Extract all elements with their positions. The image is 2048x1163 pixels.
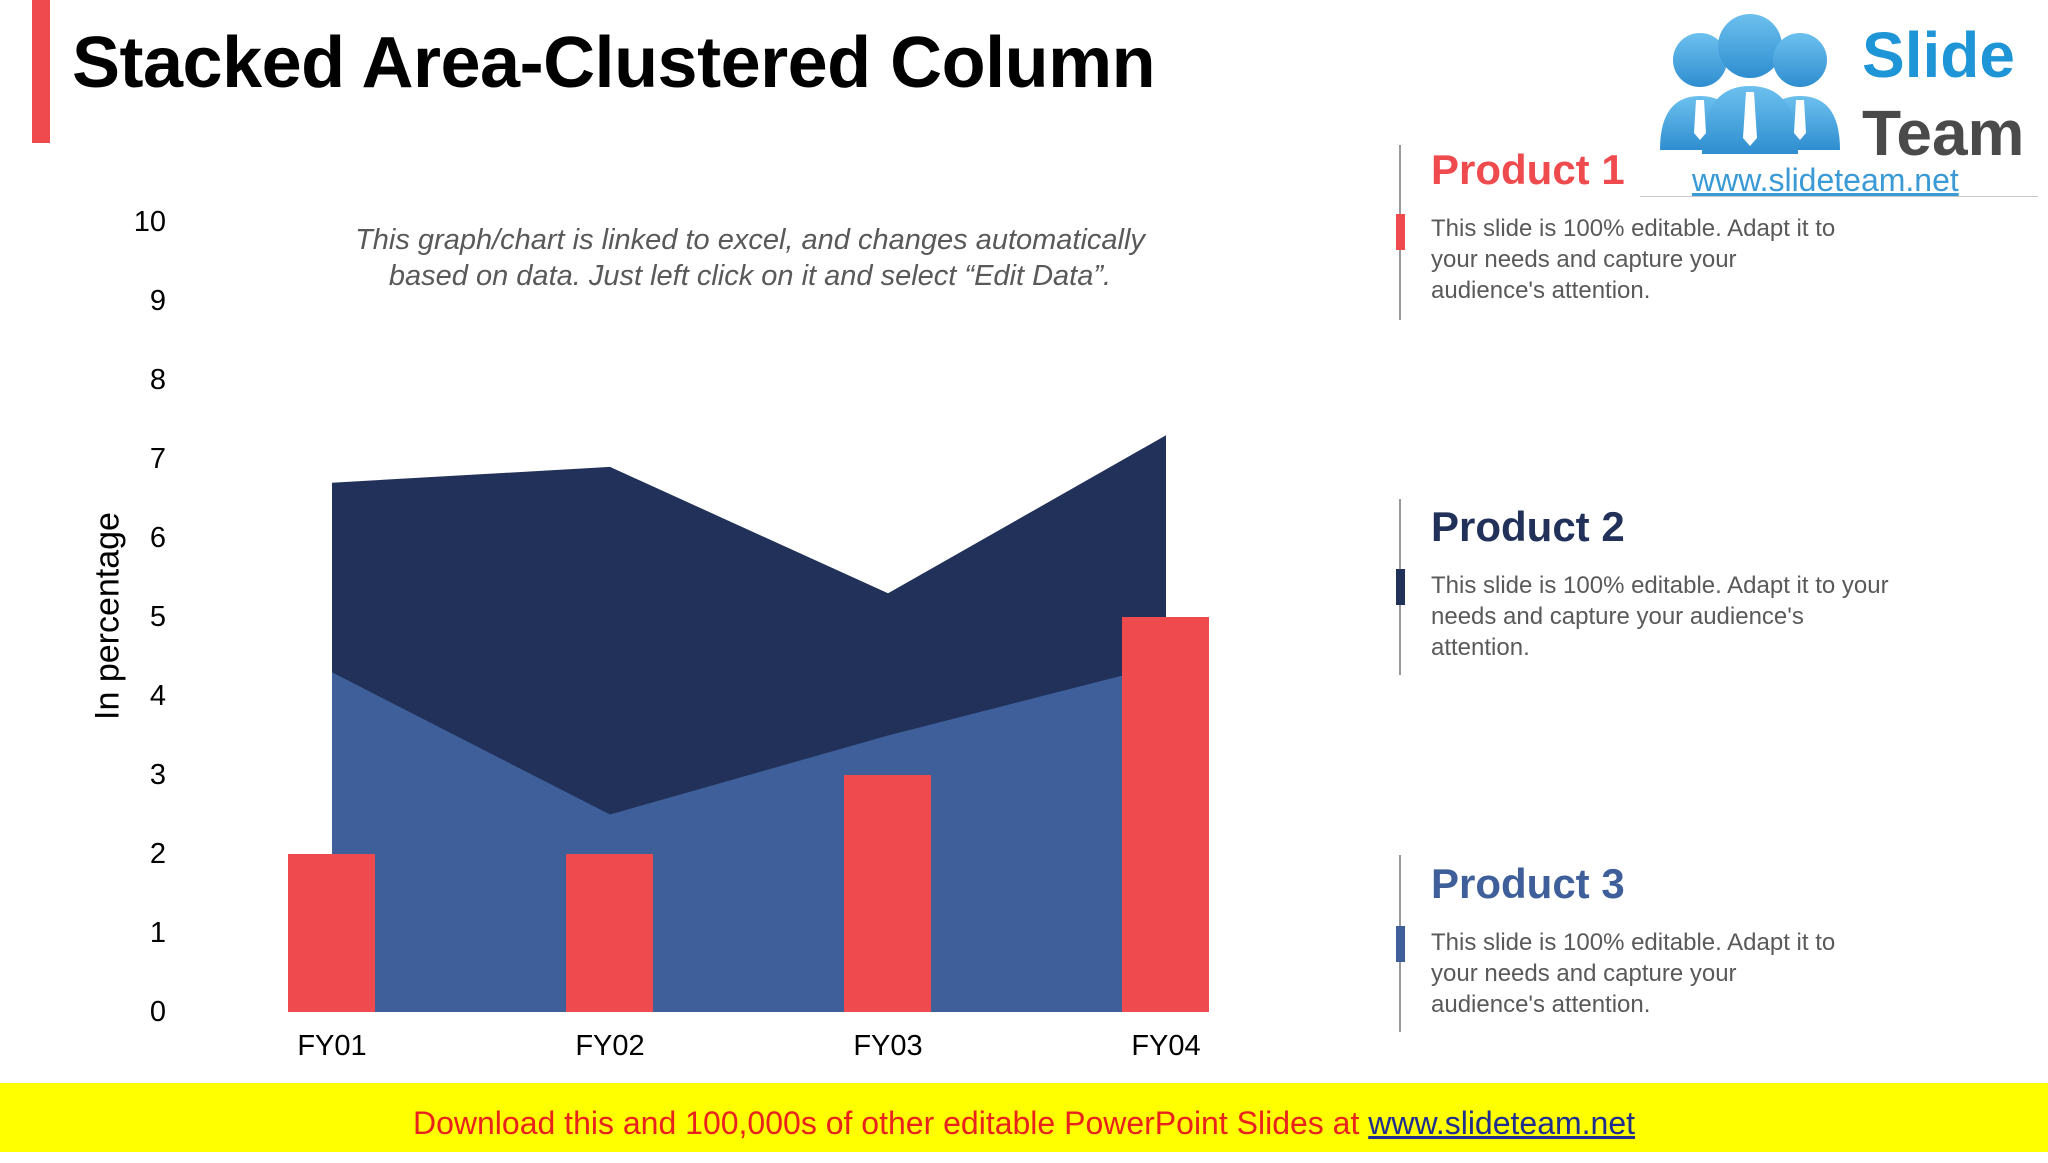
chart-note-line1: This graph/chart is linked to excel, and…: [355, 224, 1145, 256]
product-1-description: This slide is 100% editable. Adapt it to…: [1431, 215, 1836, 304]
y-tick-1: 1: [149, 917, 166, 949]
logo-word-team: Team: [1862, 97, 2025, 169]
download-banner: Download this and 100,000s of other edit…: [0, 1083, 2048, 1152]
y-tick-3: 3: [149, 759, 166, 791]
product-1-columns: [288, 617, 1209, 1012]
y-tick-10: 10: [133, 206, 166, 238]
product-1-title: Product 1: [1431, 146, 1625, 193]
product-2-title: Product 2: [1431, 503, 1625, 550]
download-banner-text: Download this and 100,000s of other edit…: [412, 1105, 1369, 1141]
product-1-marker: [1396, 214, 1405, 250]
product-3-description: This slide is 100% editable. Adapt it to…: [1431, 929, 1836, 1018]
logo-divider: [1640, 196, 2038, 197]
y-tick-6: 6: [149, 522, 166, 554]
product-1-column-fy04[interactable]: [1122, 617, 1209, 1012]
page-title: Stacked Area-Clustered Column: [72, 23, 1156, 103]
product-1-column-fy02[interactable]: [566, 854, 653, 1012]
y-tick-8: 8: [149, 364, 166, 396]
y-tick-2: 2: [149, 838, 166, 870]
logo-url-link[interactable]: www.slideteam.net: [1692, 162, 1959, 198]
x-tick-fy01: FY01: [297, 1030, 367, 1062]
product-1-column-fy01[interactable]: [288, 854, 375, 1012]
people-group-icon: [1660, 14, 1840, 154]
y-tick-0: 0: [149, 996, 166, 1028]
x-tick-fy04: FY04: [1131, 1030, 1201, 1062]
chart-note: This graph/chart is linked to excel, and…: [280, 222, 1220, 294]
title-accent-bar: [32, 0, 50, 143]
x-tick-fy03: FY03: [853, 1030, 923, 1062]
product-1-column-fy03[interactable]: [844, 775, 931, 1012]
y-tick-9: 9: [149, 285, 166, 317]
y-tick-5: 5: [149, 601, 166, 633]
y-axis-label: In percentage: [88, 512, 127, 720]
y-tick-4: 4: [149, 680, 166, 712]
download-banner-link[interactable]: www.slideteam.net: [1368, 1105, 1636, 1141]
product-3-area[interactable]: [332, 664, 1166, 1012]
product-3-title: Product 3: [1431, 860, 1625, 907]
product-2-marker: [1396, 569, 1405, 605]
logo-word-slide: Slide: [1862, 19, 2015, 91]
x-tick-fy02: FY02: [575, 1030, 645, 1062]
y-tick-7: 7: [149, 443, 166, 475]
product-2-description: This slide is 100% editable. Adapt it to…: [1431, 572, 1889, 661]
product-3-marker: [1396, 926, 1405, 962]
chart-note-line2: based on data. Just left click on it and…: [388, 260, 1112, 292]
